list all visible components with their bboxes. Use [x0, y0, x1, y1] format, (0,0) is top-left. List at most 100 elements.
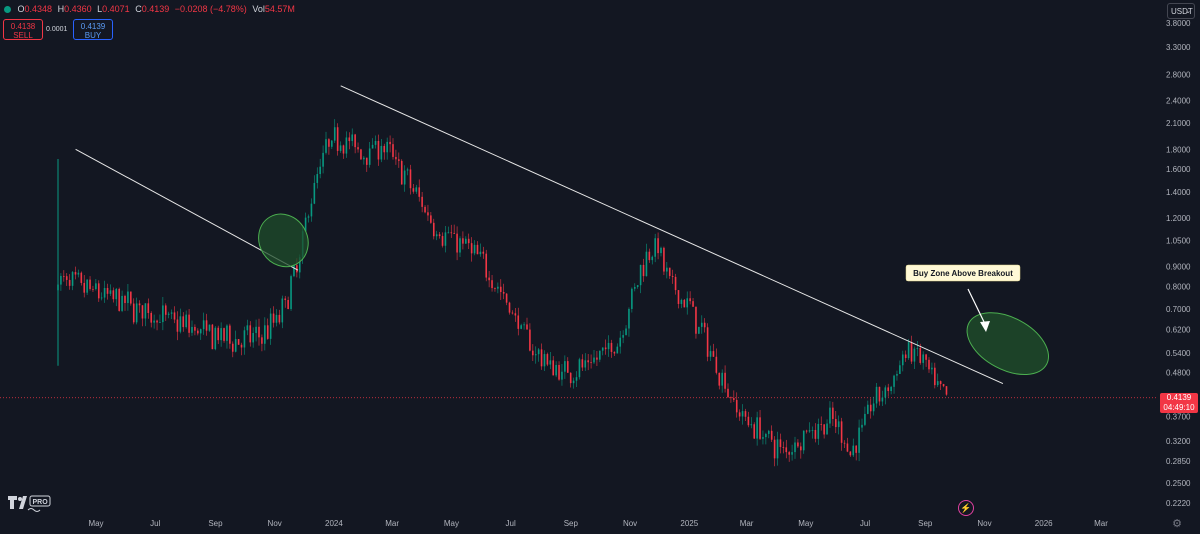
y-axis-label-9: 1.0500 — [1166, 236, 1191, 245]
candle-body — [558, 364, 560, 380]
candle-body — [901, 354, 904, 366]
candle-body — [534, 354, 537, 356]
candle-body — [942, 384, 945, 387]
candle-body — [363, 157, 365, 160]
candle-body — [779, 439, 782, 448]
candle-body — [700, 322, 703, 327]
candle-body — [159, 322, 161, 323]
y-axis-label-13: 0.6200 — [1166, 325, 1191, 334]
candle-body — [904, 354, 907, 359]
candle-body — [164, 305, 167, 315]
currency-select[interactable]: USDT ⌄ — [1167, 3, 1195, 19]
y-axis-label-5: 1.8000 — [1166, 145, 1191, 154]
candle-body — [412, 188, 415, 192]
candle-body — [840, 421, 843, 443]
candle-body — [68, 279, 71, 286]
candle-body — [444, 232, 447, 246]
candle-body — [808, 430, 811, 432]
candle-body — [272, 313, 275, 323]
buy-button[interactable]: 0.4139 BUY — [73, 19, 113, 40]
candle-body — [348, 137, 351, 142]
candle-body — [360, 149, 362, 160]
svg-text:PRO: PRO — [33, 499, 49, 506]
candle-body — [214, 327, 217, 350]
candle-body — [907, 342, 910, 359]
candle-body — [403, 170, 406, 185]
candle-body — [86, 279, 88, 293]
candle-body — [782, 447, 785, 448]
candle-body — [377, 140, 380, 160]
candle-body — [750, 424, 753, 426]
candle-body — [310, 203, 313, 217]
candle-body — [409, 169, 412, 189]
candle-body — [488, 277, 490, 281]
spread-value: 0.0001 — [46, 26, 68, 33]
candle-body — [438, 234, 441, 237]
y-axis-label-1: 3.3000 — [1166, 43, 1191, 52]
sell-label: SELL — [13, 31, 33, 40]
candle-body — [919, 347, 922, 363]
candle-body — [141, 305, 144, 319]
buy-label: BUY — [84, 31, 102, 40]
candle-body — [400, 160, 403, 185]
candle-body — [834, 418, 837, 428]
candle-body — [100, 297, 103, 299]
gear-icon[interactable]: ⚙ — [1172, 518, 1182, 530]
y-axis-label-19: 0.2500 — [1166, 479, 1191, 488]
candle-body — [83, 282, 86, 293]
candle-body — [931, 367, 933, 370]
candle-body — [639, 264, 642, 286]
candle-body — [296, 265, 298, 273]
tradingview-logo: PRO — [8, 495, 51, 512]
candle-body — [791, 452, 793, 455]
candle-body — [613, 351, 616, 354]
candle-body — [199, 329, 202, 334]
candle-body — [604, 347, 607, 350]
candle-body — [229, 325, 231, 344]
candle-body — [476, 244, 479, 255]
candle-body — [738, 412, 741, 417]
candle-body — [185, 314, 187, 328]
candle-body — [479, 251, 482, 255]
candle-body — [788, 452, 790, 455]
buy-zone-ellipse — [966, 312, 1050, 376]
candle-body — [246, 325, 249, 331]
candle-body — [307, 216, 310, 218]
candle-body — [290, 276, 292, 310]
candle-body — [427, 212, 429, 216]
candle-body — [97, 283, 100, 299]
candle-body — [80, 272, 83, 283]
annotation-box — [905, 264, 1021, 282]
high-value: 0.4360 — [64, 4, 92, 14]
candle-body — [109, 290, 112, 294]
candle-body — [415, 187, 418, 192]
x-axis-label-1: Jul — [150, 519, 160, 528]
candle-body — [453, 233, 455, 234]
candle-body — [150, 312, 153, 323]
sell-button[interactable]: 0.4138 SELL — [3, 19, 43, 40]
candle-body — [316, 174, 319, 183]
candle-body — [526, 324, 528, 330]
candle-body — [869, 404, 872, 412]
candle-body — [832, 407, 834, 419]
candle-body — [610, 342, 613, 352]
candle-body — [77, 272, 80, 275]
flash-icon[interactable]: ⚡ — [958, 500, 974, 516]
candle-body — [389, 141, 391, 145]
x-axis-label-15: Nov — [977, 519, 991, 528]
candle-body — [916, 347, 919, 349]
candle-body — [922, 354, 924, 363]
candle-body — [89, 279, 91, 289]
candle-body — [829, 407, 831, 424]
breakout-zone-ellipse — [258, 213, 309, 268]
candle-body — [552, 360, 555, 376]
candle-body — [712, 351, 715, 357]
y-axis-label-2: 2.8000 — [1166, 71, 1191, 80]
candle-body — [633, 286, 636, 289]
candle-body — [575, 377, 578, 381]
candle-body — [820, 423, 823, 425]
candle-body — [92, 288, 94, 290]
annotation-text: Buy Zone Above Breakout — [913, 269, 1013, 278]
candle-body — [470, 243, 473, 254]
